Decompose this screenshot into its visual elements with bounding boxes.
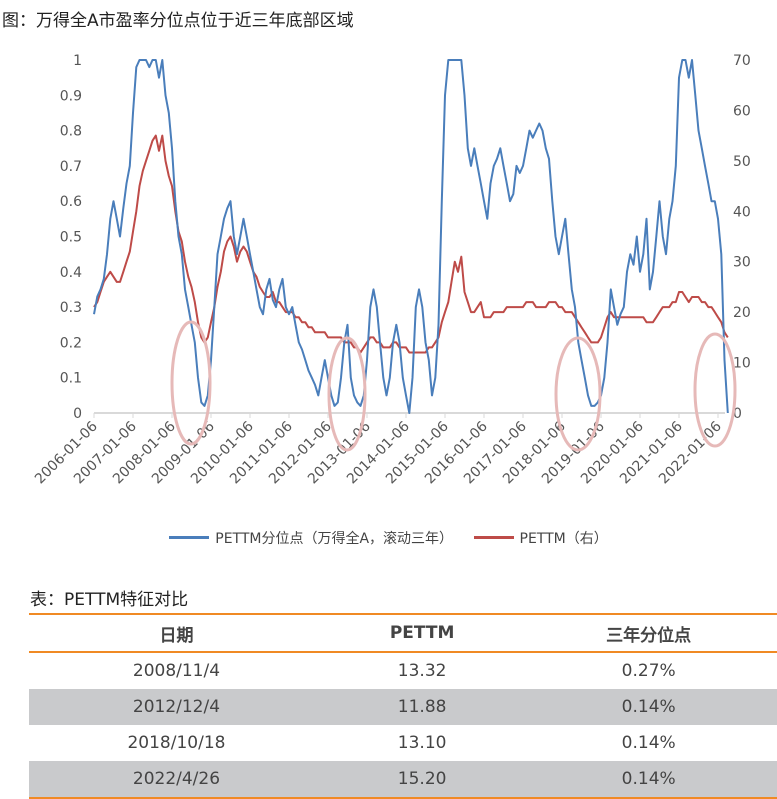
y-left-tick-label: 0.3 [60,300,82,316]
legend: PETTM分位点（万得全A，滚动三年） PETTM（右） [0,527,777,548]
y-left-tick-label: 0.4 [60,265,82,281]
y-right-tick-label: 70 [733,53,751,69]
header-percentile: 三年分位点 [520,614,777,653]
highlight-ellipse [170,320,212,446]
cell-date: 2012/12/4 [29,689,324,725]
cell-percentile: 0.14% [520,761,777,798]
y-right-tick-label: 30 [733,255,751,271]
cell-percentile: 0.27% [621,661,676,681]
cell-date: 2022/4/26 [29,761,324,798]
percentile-line [93,59,729,414]
highlight-ellipse [693,332,737,448]
y-left-tick-label: 0.2 [60,335,82,351]
legend-item-pettm: PETTM（右） [473,528,608,548]
y-left-tick-label: 0.9 [60,88,82,104]
y-right-tick-label: 0 [733,406,742,422]
pettm-line [93,134,729,354]
highlight-ellipse [554,336,602,452]
y-left-tick-label: 0.8 [60,124,82,140]
cell-date: 2018/10/18 [127,733,226,753]
y-right-tick-label: 20 [733,305,751,321]
cell-pettm: 15.20 [323,761,521,798]
line-chart: 00.10.20.30.40.50.60.70.80.9101020304050… [32,53,751,487]
chart-title: 图：万得全A市盈率分位点位于近三年底部区域 [2,11,354,31]
cell-percentile: 0.14% [520,689,777,725]
y-right-tick-label: 50 [733,154,751,170]
y-left-tick-label: 0 [73,406,82,422]
legend-swatch-red [473,536,514,539]
pettm-comparison-table: 日期 PETTM 三年分位点 2008/11/4 13.32 0.27% 2012/… [29,613,777,799]
legend-item-percentile: PETTM分位点（万得全A，滚动三年） [169,528,453,548]
y-left-tick-label: 0.1 [60,371,82,387]
cell-pettm: 11.88 [323,689,521,725]
y-left-tick-label: 0.7 [60,159,82,175]
table-row: 2012/12/4 11.88 0.14% [29,689,777,725]
cell-date: 2008/11/4 [132,661,221,681]
cell-pettm: 13.32 [397,661,447,681]
y-left-tick-label: 1 [73,53,82,69]
cell-pettm: 13.10 [397,733,447,753]
header-pettm: PETTM [323,614,521,653]
highlight-ellipse [327,336,367,452]
y-right-tick-label: 10 [733,356,751,372]
legend-label: PETTM（右） [519,530,608,547]
table-row: 2018/10/18 13.10 0.14% [29,725,777,761]
header-date: 日期 [29,614,324,653]
y-left-tick-label: 0.5 [60,230,82,246]
cell-percentile: 0.14% [621,733,676,753]
legend-swatch-blue [169,536,210,539]
y-right-tick-label: 40 [733,204,751,220]
table-title: 表：PETTM特征对比 [30,590,189,610]
table-header-row: 日期 PETTM 三年分位点 [29,614,777,653]
y-right-tick-label: 60 [733,103,751,119]
y-left-tick-label: 0.6 [60,194,82,210]
legend-label: PETTM分位点（万得全A，滚动三年） [215,530,454,547]
table-row: 2022/4/26 15.20 0.14% [29,761,777,798]
table-row: 2008/11/4 13.32 0.27% [29,652,777,689]
